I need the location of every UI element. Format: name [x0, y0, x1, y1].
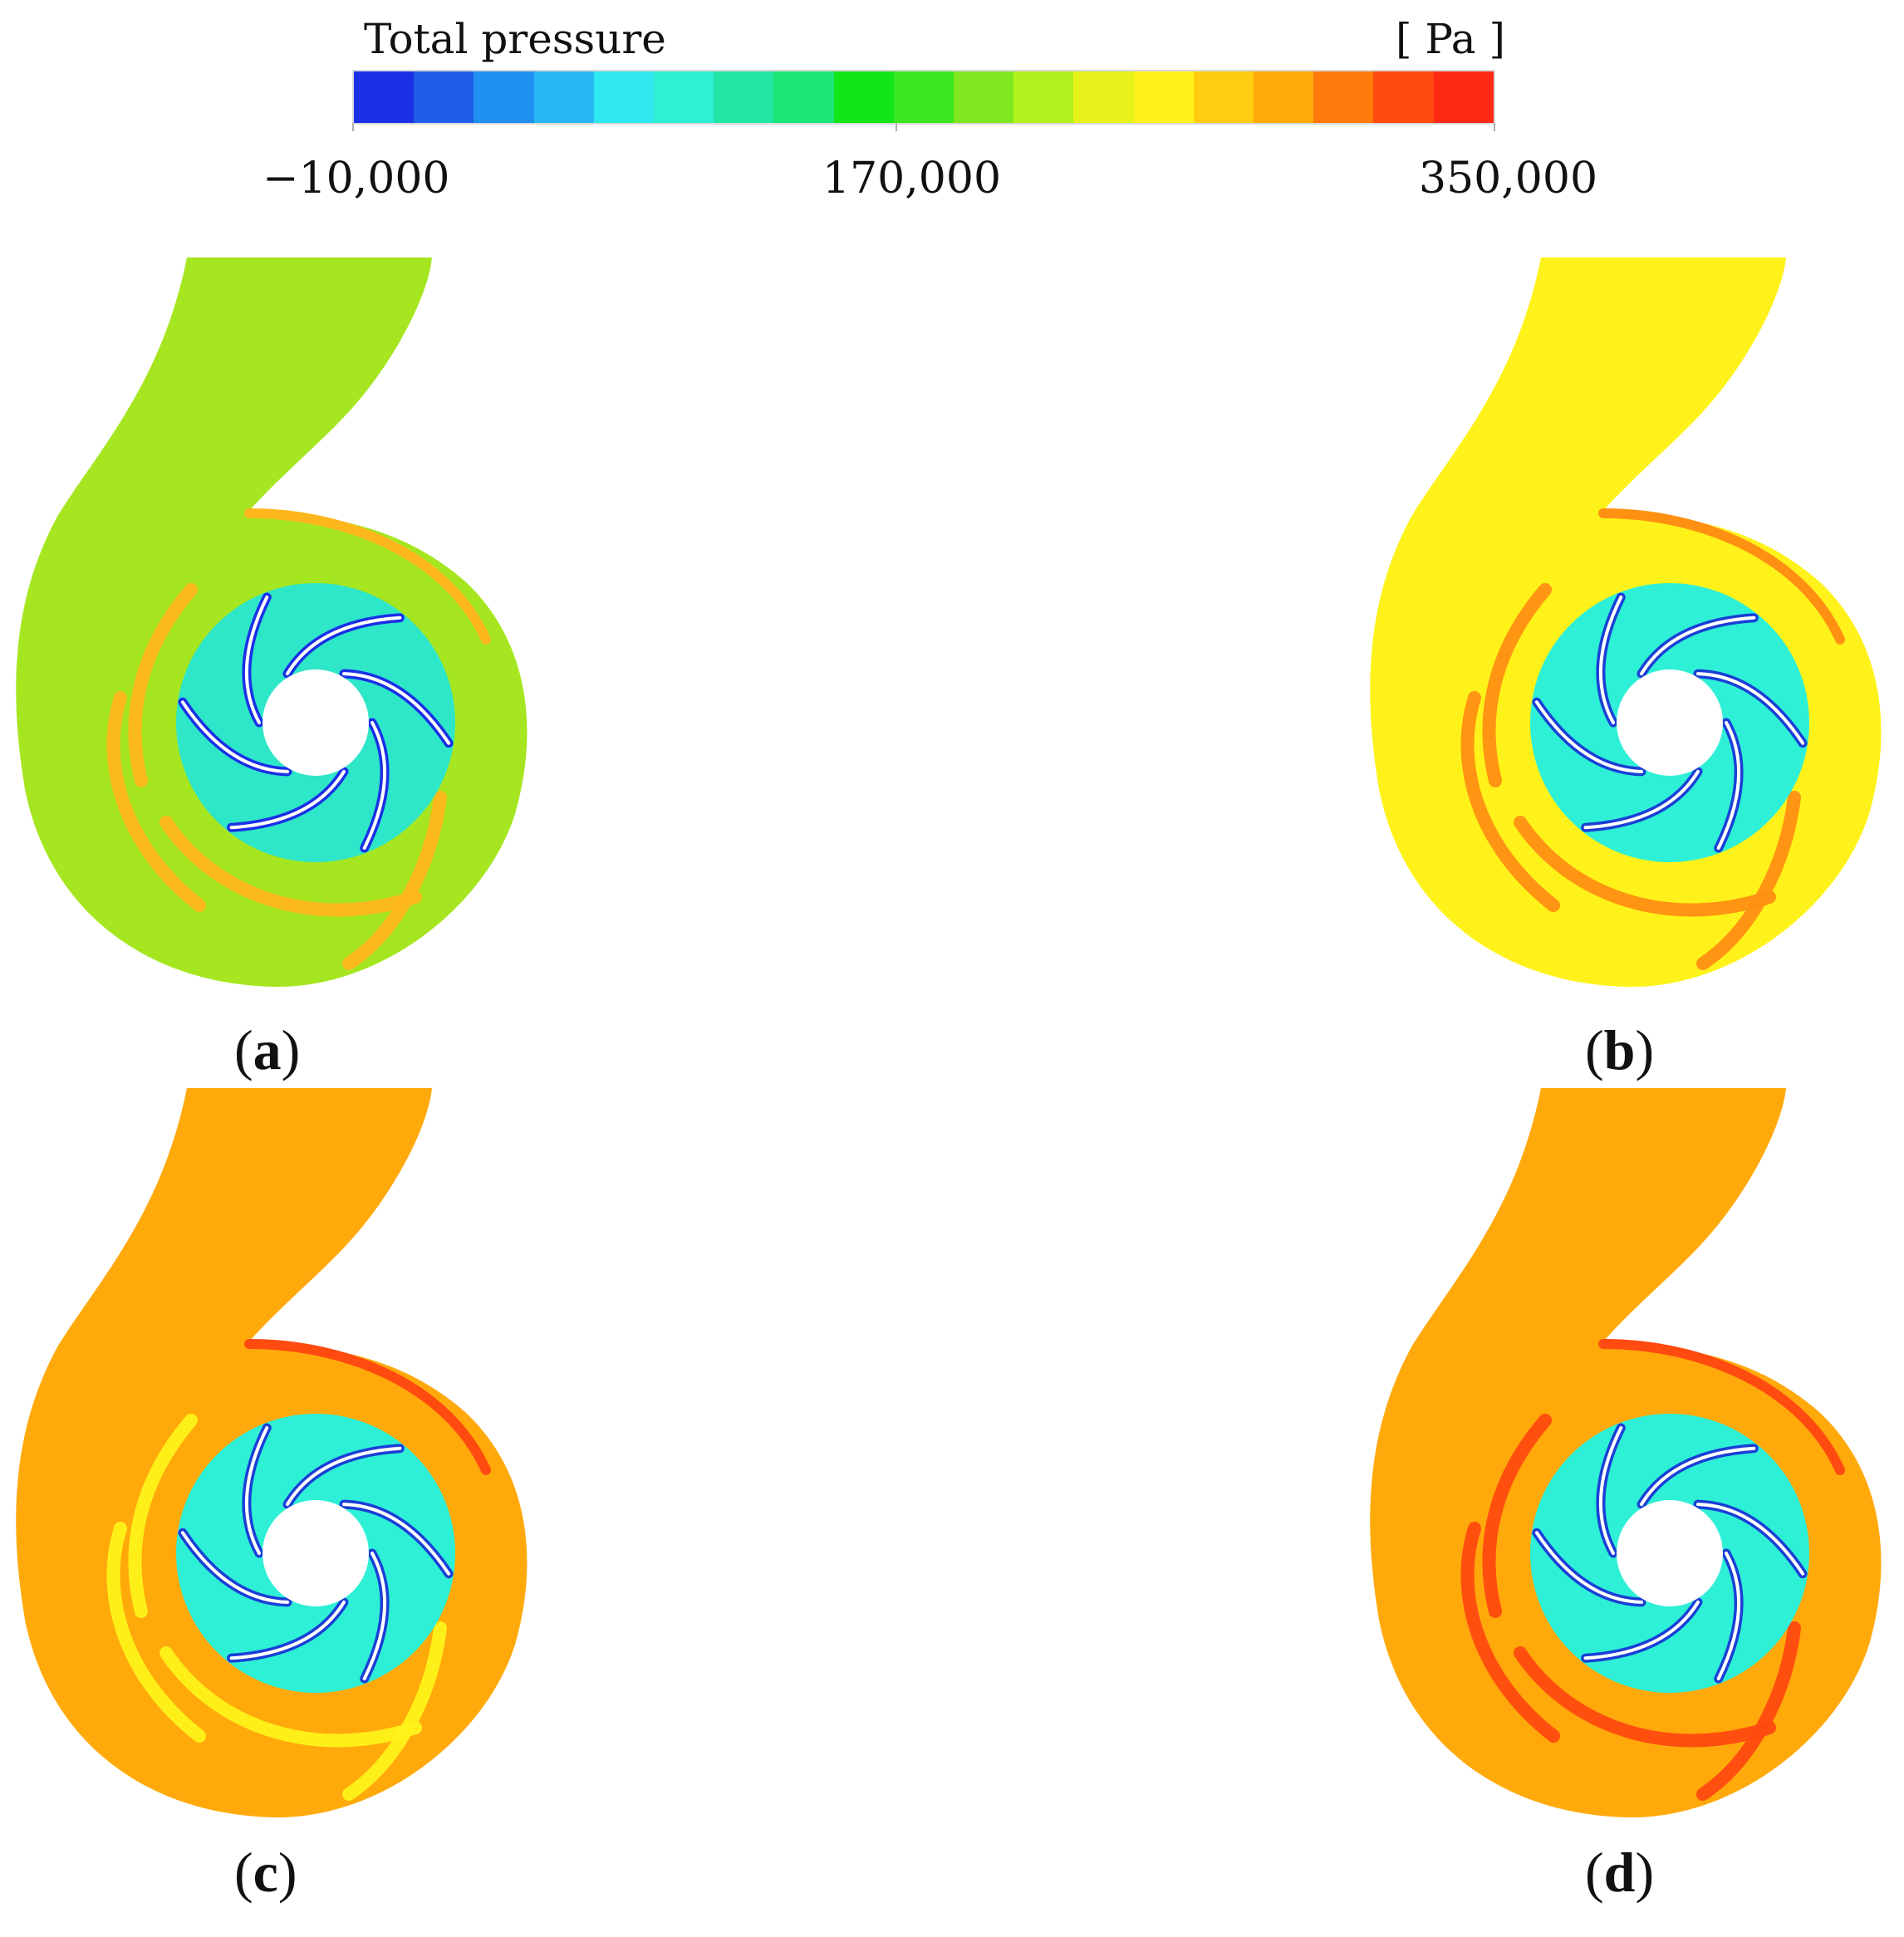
pump-contour-d [1370, 1088, 1882, 1818]
pressure-streak [159, 816, 422, 917]
impeller-hub-hole [1617, 669, 1723, 776]
panel-b [1354, 249, 1904, 997]
panel-label-b: (b) [1585, 1018, 1655, 1081]
pressure-streak [106, 691, 206, 912]
legend-tick-max [1494, 123, 1495, 131]
legend-segment [593, 71, 655, 123]
impeller-blade-edge [229, 1600, 346, 1660]
impeller-blade-edge [180, 1531, 289, 1604]
impeller-blade-edge [362, 721, 387, 850]
impeller-blade-edge [244, 596, 269, 724]
impeller-blade-edge [244, 1426, 269, 1555]
impeller-blade-edge [1716, 1552, 1741, 1680]
tongue-pressure-band [244, 1339, 491, 1475]
legend-segment [1433, 71, 1494, 123]
pressure-streak [1482, 1414, 1552, 1618]
impeller-blade-edge [229, 769, 346, 830]
legend-unit: [ Pa ] [1396, 15, 1506, 63]
legend-tick-label-max: 350,000 [1419, 154, 1598, 204]
legend-segment [654, 71, 714, 123]
impeller-blade-edge [180, 700, 289, 773]
legend-segment [474, 71, 534, 123]
impeller-blade-edge [1583, 769, 1700, 830]
pressure-streak [1696, 791, 1801, 970]
impeller-blade-edge [1696, 1503, 1805, 1576]
legend-segment [1073, 71, 1134, 123]
pressure-streak [1514, 816, 1776, 917]
tongue-pressure-band [1598, 1339, 1845, 1475]
panel-label-c: (c) [234, 1841, 297, 1904]
impeller-blade-edge [1598, 596, 1623, 724]
impeller-blade-edge [1640, 615, 1756, 676]
pump-contour-c [16, 1088, 528, 1818]
panel-label-d: (d) [1585, 1841, 1655, 1904]
legend-segment [1254, 71, 1314, 123]
legend-tick-label-min: −10,000 [263, 154, 450, 204]
legend-segment [954, 71, 1014, 123]
legend-segment [1313, 71, 1374, 123]
pressure-streak [159, 1646, 422, 1748]
legend-segment [833, 71, 894, 123]
pump-contour-b [1370, 257, 1882, 988]
pressure-streak [342, 1621, 447, 1801]
impeller-blade-edge [1640, 1446, 1756, 1507]
pressure-streak [128, 1414, 198, 1618]
impeller-blade-edge [286, 615, 402, 676]
impeller-hub-hole [263, 669, 369, 776]
legend-colorbar [352, 70, 1495, 125]
impeller-blade-edge [1598, 1426, 1623, 1555]
legend-segment [714, 71, 774, 123]
pressure-streak [1460, 1522, 1560, 1743]
pump-contour-a [16, 257, 528, 988]
pressure-streak [1460, 691, 1560, 912]
legend-segment [1193, 71, 1254, 123]
legend-title: Total pressure [364, 15, 666, 63]
pressure-streak [1482, 583, 1552, 787]
legend-segment [533, 71, 594, 123]
impeller-blade-edge [1716, 721, 1741, 850]
legend-tick-min [352, 123, 354, 131]
legend-segment [1133, 71, 1194, 123]
legend-segment [414, 71, 474, 123]
pressure-streak [1696, 1621, 1801, 1801]
pressure-streak [342, 791, 447, 970]
panel-d [1354, 1080, 1904, 1827]
impeller-blade-edge [1696, 672, 1805, 745]
tongue-pressure-band [244, 508, 491, 645]
pressure-streak [1514, 1646, 1776, 1748]
panel-label-a: (a) [234, 1018, 301, 1081]
legend-segment [773, 71, 834, 123]
impeller-blade-edge [342, 1503, 451, 1576]
impeller-blade-edge [362, 1552, 387, 1680]
legend-tick-label-mid: 170,000 [822, 154, 1002, 204]
impeller-blade-edge [1583, 1600, 1700, 1660]
legend-segment [1013, 71, 1074, 123]
legend-segment [1373, 71, 1434, 123]
impeller-blade-edge [342, 672, 451, 745]
impeller-blade-edge [286, 1446, 402, 1507]
panel-c [0, 1080, 565, 1827]
legend-tick-mid [896, 123, 897, 131]
pressure-streak [106, 1522, 206, 1743]
panel-a [0, 249, 565, 997]
impeller-blade-edge [1534, 700, 1643, 773]
impeller-hub-hole [1617, 1500, 1723, 1606]
impeller-hub-hole [263, 1500, 369, 1606]
tongue-pressure-band [1598, 508, 1845, 645]
impeller-blade-edge [1534, 1531, 1643, 1604]
legend-segment [354, 71, 415, 123]
pressure-streak [128, 583, 198, 787]
legend-segment [893, 71, 954, 123]
